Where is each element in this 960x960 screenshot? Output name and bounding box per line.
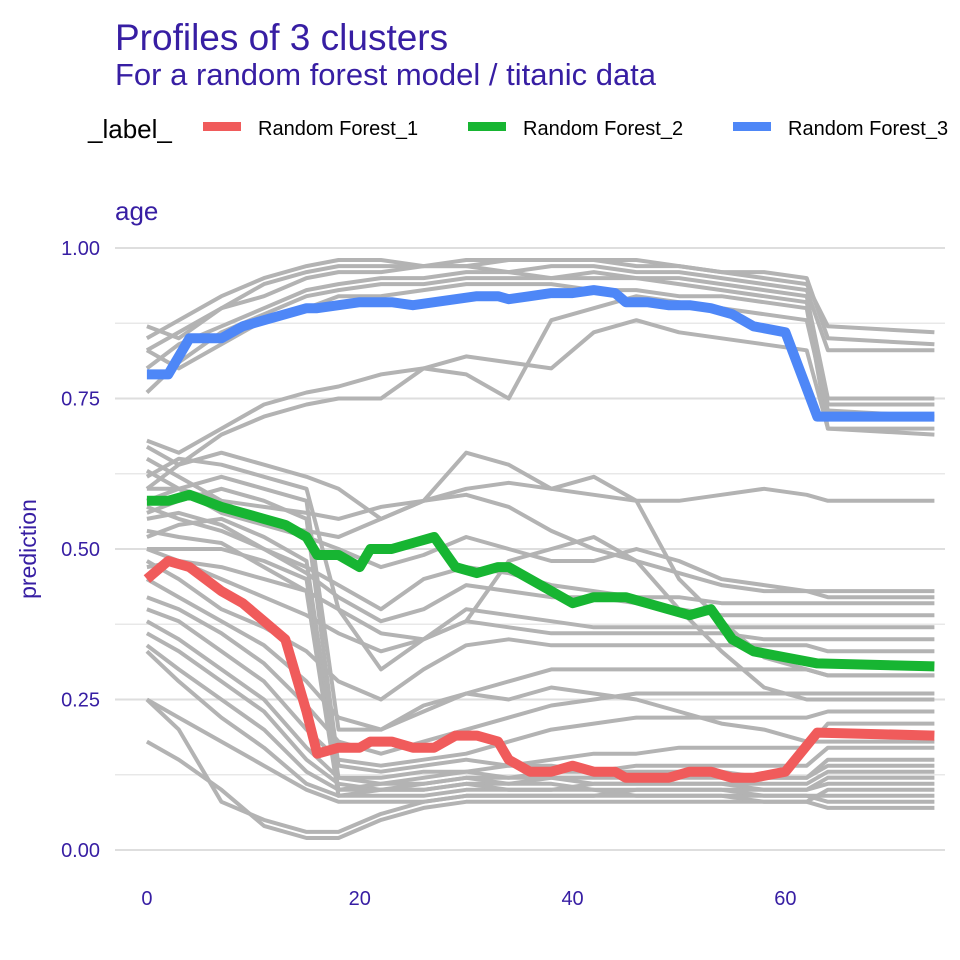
legend-label: Random Forest_3 (788, 118, 948, 140)
y-tick-label: 0.75 (61, 389, 100, 411)
background-profile-line (145, 276, 935, 407)
legend-title: _label_ (87, 114, 172, 144)
background-profile-line (146, 516, 935, 792)
background-profile-line (146, 547, 935, 654)
facet-label: age (115, 196, 158, 226)
legend-items: Random Forest_1 Random Forest_2 Random For… (203, 118, 948, 140)
legend-swatch (203, 122, 241, 131)
background-profile-line (146, 595, 935, 756)
background-profile-line (145, 456, 935, 521)
y-tick-label: 0.25 (61, 690, 100, 712)
y-ticks: 0.00 0.25 0.50 0.75 1.00 (61, 238, 100, 862)
y-tick-label: 0.00 (61, 840, 100, 862)
legend-label: Random Forest_1 (258, 118, 418, 140)
x-tick-label: 0 (141, 888, 152, 910)
gridlines (115, 247, 945, 851)
background-profile-line (146, 547, 935, 804)
x-tick-label: 40 (561, 888, 583, 910)
background-profile-line (146, 474, 935, 744)
y-tick-label: 1.00 (61, 238, 100, 260)
background-profile-line (146, 528, 935, 642)
x-tick-label: 60 (774, 888, 796, 910)
background-profile-line (146, 559, 935, 810)
x-ticks: 0 20 40 60 (141, 888, 796, 910)
background-profile-line (145, 270, 935, 401)
background-profile-line (145, 258, 935, 347)
legend-swatch (733, 122, 771, 131)
legend-swatch (468, 122, 506, 131)
background-profile-line (146, 294, 935, 455)
background-profile-line (145, 577, 935, 732)
chart-title: Profiles of 3 clusters (115, 17, 448, 58)
background-profile-line (146, 510, 935, 624)
series-line (143, 556, 935, 783)
series-line (146, 489, 935, 672)
background-profile-line (146, 607, 935, 768)
y-axis-label: prediction (15, 499, 41, 599)
series-line (146, 285, 935, 422)
y-tick-label: 0.50 (61, 539, 100, 561)
legend-label: Random Forest_2 (523, 118, 683, 140)
legend: _label_ Random Forest_1 Random Forest_2 Ra… (87, 114, 948, 144)
x-tick-label: 20 (349, 888, 371, 910)
background-profile-line (146, 486, 935, 600)
cluster-profiles (143, 285, 935, 783)
background-profile-line (145, 318, 935, 467)
chart-subtitle: For a random forest model / titanic data (115, 57, 657, 92)
background-profile-line (145, 456, 935, 702)
